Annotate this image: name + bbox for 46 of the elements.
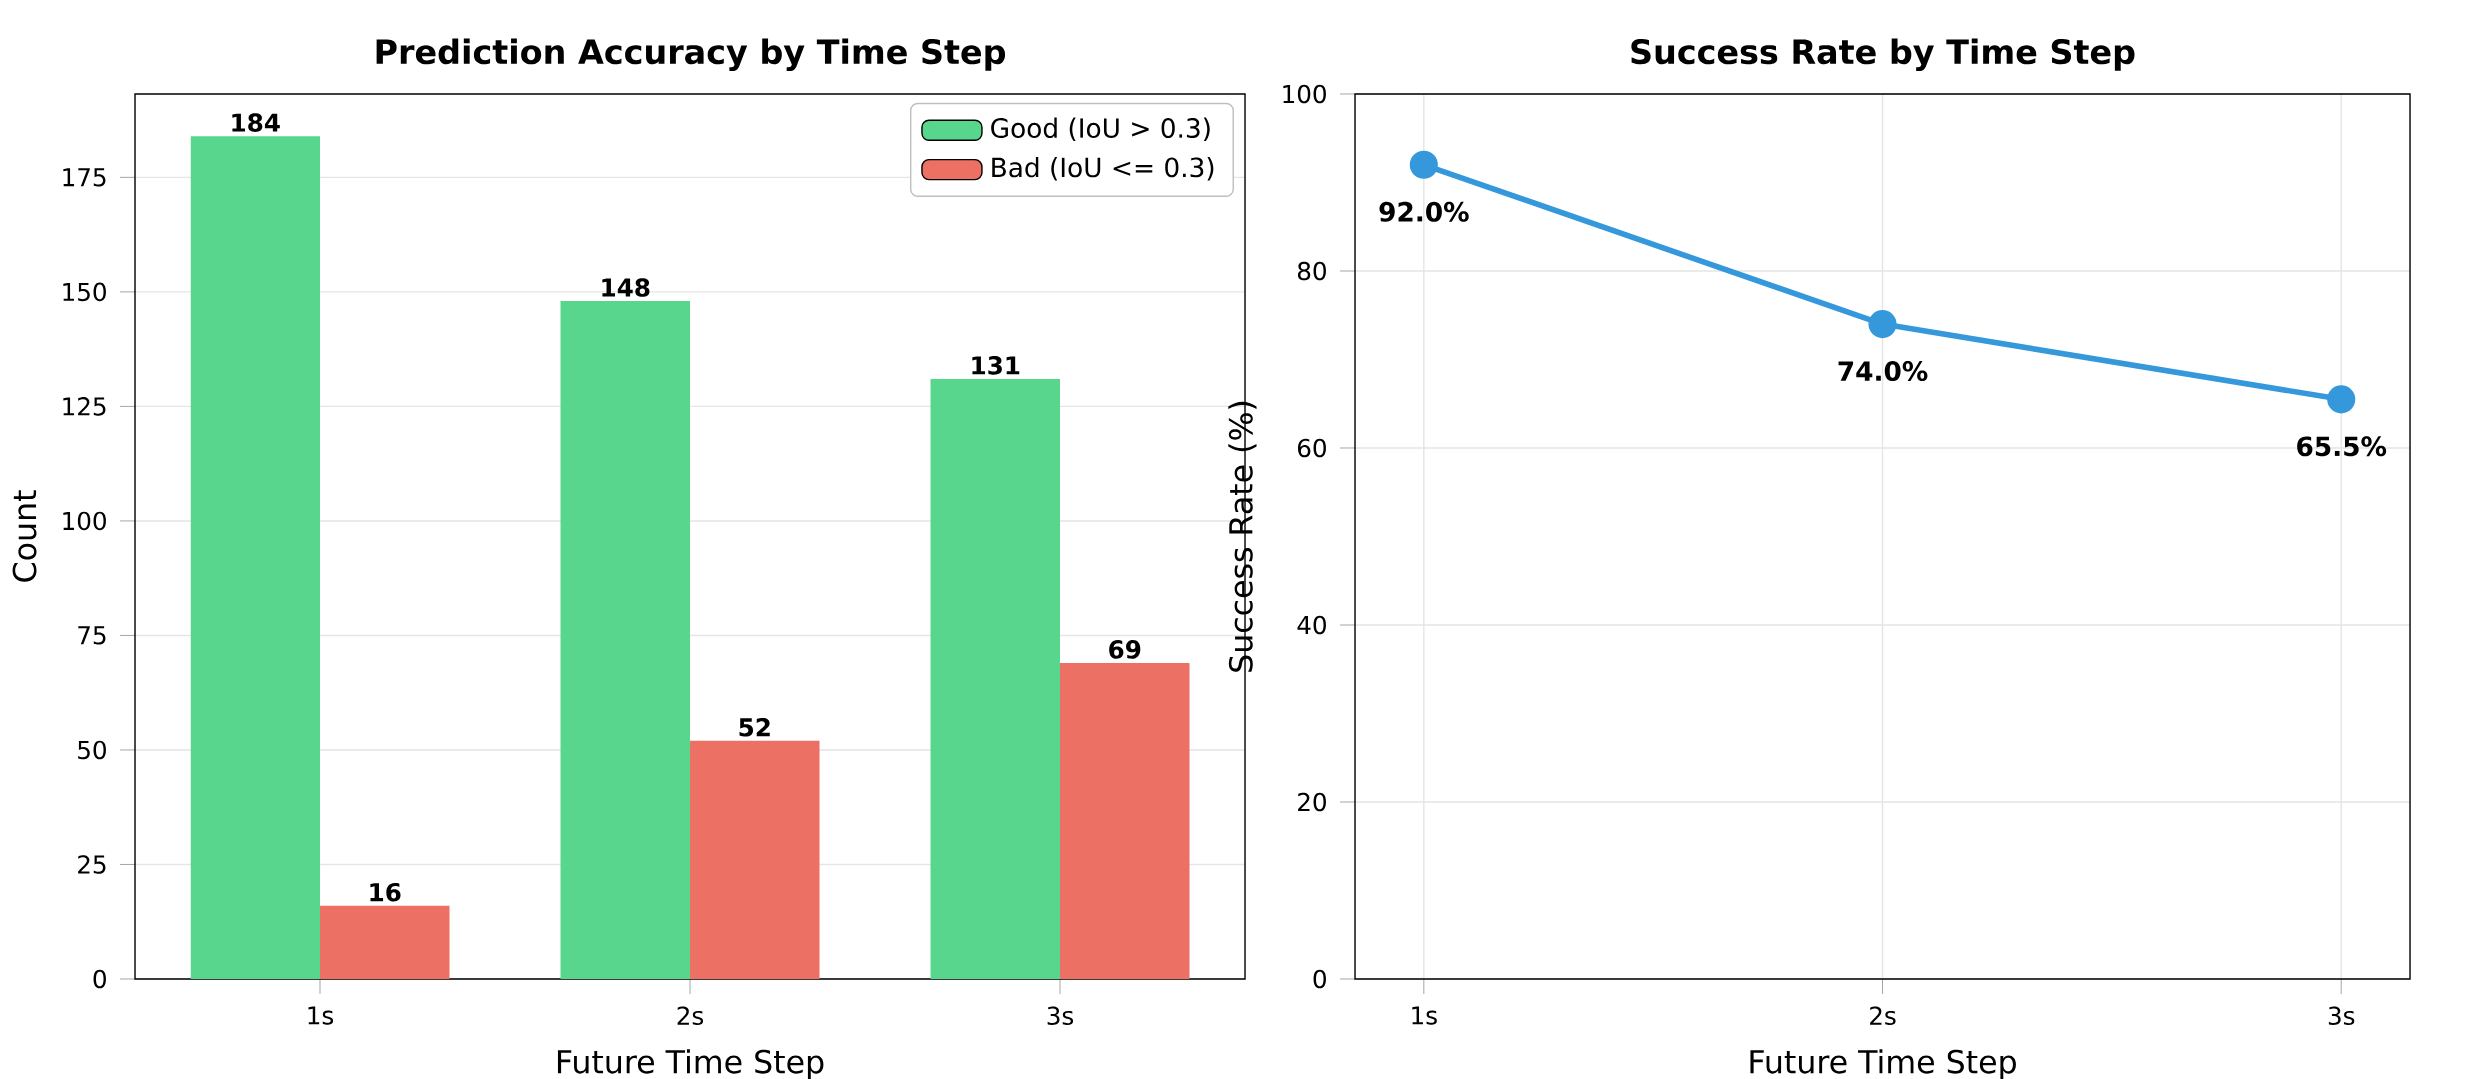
y-axis-title: Count bbox=[12, 490, 37, 582]
y-tick-label: 60 bbox=[1298, 438, 1326, 458]
y-tick-label: 0 bbox=[93, 969, 106, 989]
chart-title: Success Rate by Time Step bbox=[1631, 38, 2135, 72]
legend-label: Bad (IoU <= 0.3) bbox=[992, 156, 1214, 181]
point bbox=[1409, 150, 1438, 179]
data-label: 74.0% bbox=[1838, 361, 1928, 382]
y-tick-label: 100 bbox=[63, 511, 106, 531]
bar bbox=[1060, 662, 1190, 980]
x-tick-label: 2s bbox=[1870, 1006, 1896, 1026]
bar bbox=[190, 136, 321, 980]
y-tick-label: 75 bbox=[78, 626, 106, 645]
data-label: 148 bbox=[602, 278, 650, 297]
y-tick-label: 40 bbox=[1297, 615, 1326, 635]
x-tick-label: 2s bbox=[677, 1006, 704, 1026]
data-label: 69 bbox=[1109, 640, 1141, 659]
data-label: 92.0% bbox=[1379, 201, 1469, 222]
y-tick-label: 20 bbox=[1298, 792, 1326, 812]
bar bbox=[560, 301, 691, 980]
x-axis-title: Future Time Step bbox=[1750, 1049, 2016, 1079]
y-tick-label: 150 bbox=[63, 282, 106, 302]
x-tick-label: 3s bbox=[2328, 1006, 2355, 1026]
y-tick-label: 0 bbox=[1313, 969, 1326, 989]
data-label: 52 bbox=[739, 717, 770, 737]
x-tick-label: 1s bbox=[1412, 1006, 1437, 1025]
y-tick-label: 80 bbox=[1297, 261, 1326, 281]
point bbox=[1868, 310, 1897, 339]
data-label: 131 bbox=[972, 356, 1020, 375]
y-axis-title: Success Rate (%) bbox=[1228, 401, 1257, 672]
data-label: 65.5% bbox=[2297, 436, 2387, 457]
x-tick-label: 3s bbox=[1047, 1006, 1074, 1026]
y-tick-label: 175 bbox=[63, 168, 106, 187]
x-axis-title: Future Time Step bbox=[557, 1049, 824, 1079]
bar bbox=[930, 378, 1061, 980]
y-tick-label: 25 bbox=[78, 855, 106, 874]
x-tick-label: 1s bbox=[308, 1006, 334, 1025]
data-label: 16 bbox=[370, 882, 401, 902]
bar bbox=[320, 905, 450, 980]
y-tick-label: 125 bbox=[63, 397, 106, 416]
legend-label: Good (IoU > 0.3) bbox=[991, 117, 1210, 142]
y-tick-label: 100 bbox=[1283, 84, 1326, 104]
chart-title: Prediction Accuracy by Time Step bbox=[376, 38, 1006, 72]
data-label: 184 bbox=[232, 113, 280, 132]
y-tick-label: 50 bbox=[78, 740, 106, 760]
bar bbox=[690, 740, 820, 980]
point bbox=[2327, 385, 2356, 414]
